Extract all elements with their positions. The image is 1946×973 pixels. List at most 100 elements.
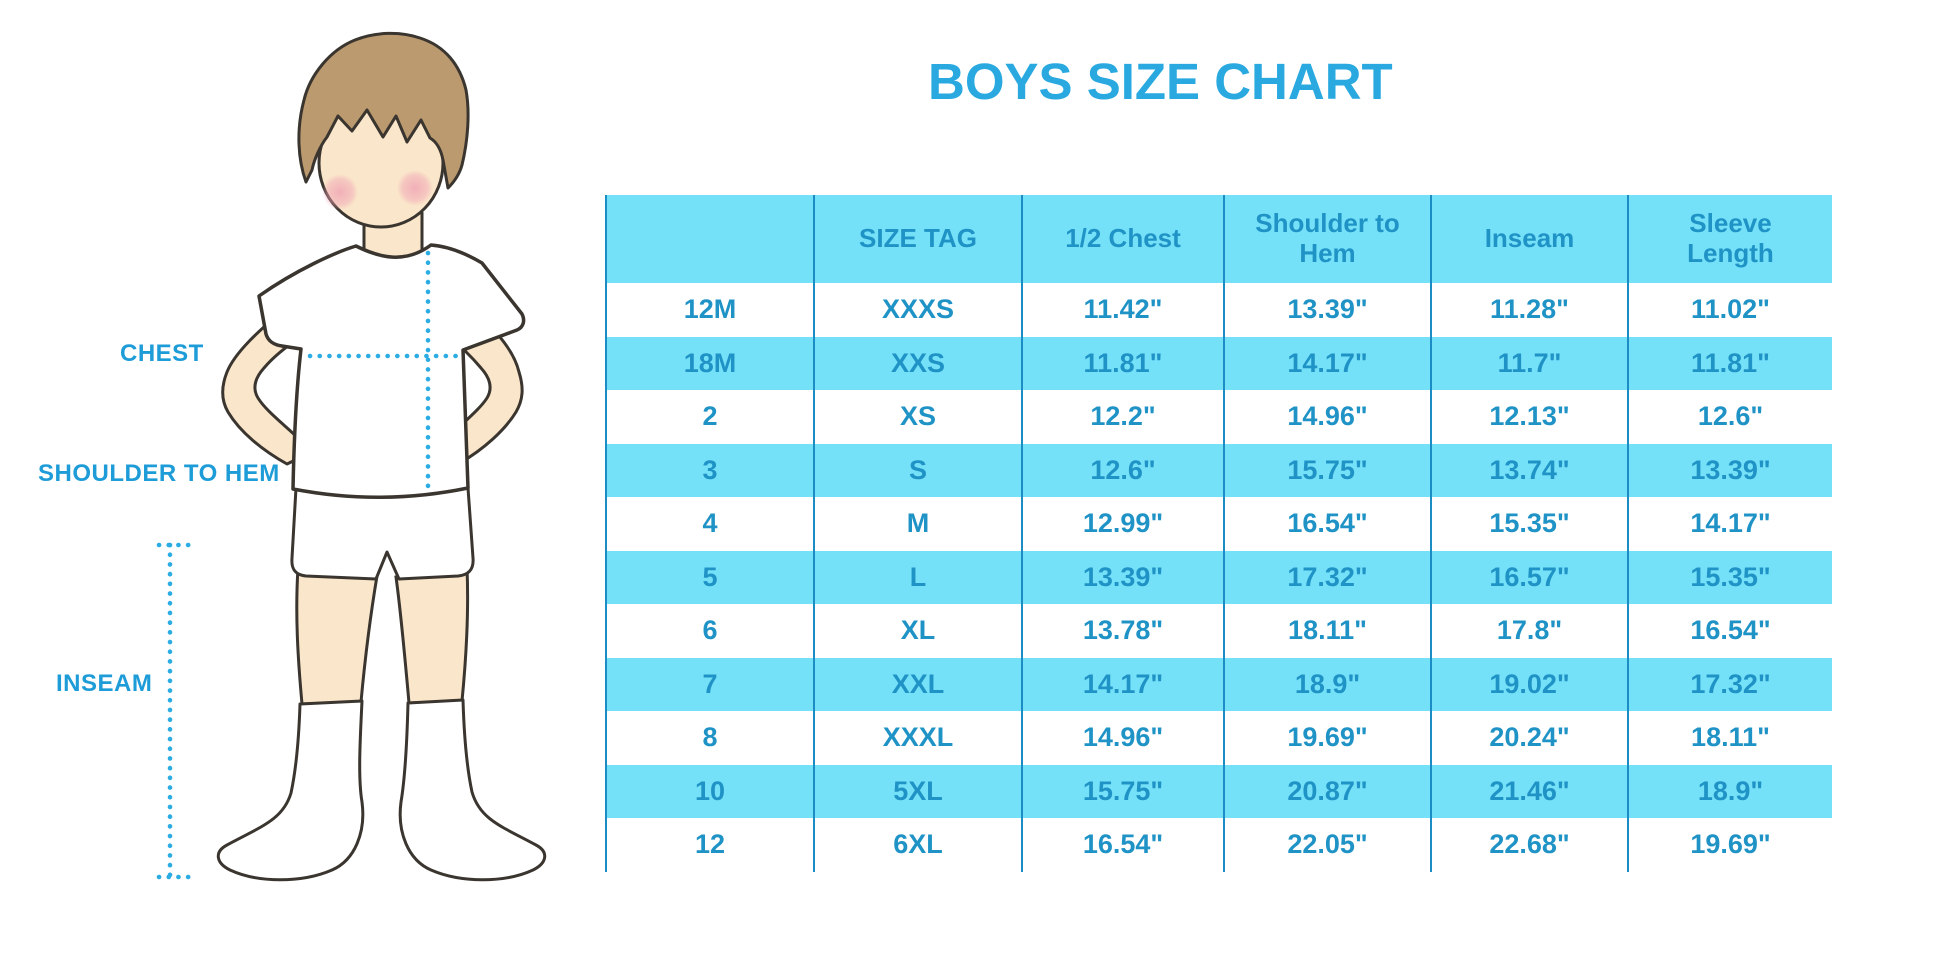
table-cell: 17.8" xyxy=(1430,604,1627,658)
table-cell: 11.42" xyxy=(1021,283,1223,337)
table-cell: 12M xyxy=(605,283,813,337)
table-cell: 18.9" xyxy=(1627,764,1832,818)
hair-shape xyxy=(297,31,470,190)
table-cell: 15.75" xyxy=(1021,764,1223,818)
table-cell: 18.11" xyxy=(1627,711,1832,765)
table-cell: 20.87" xyxy=(1223,764,1430,818)
table-cell: 18.11" xyxy=(1223,604,1430,658)
right-sock-shape xyxy=(398,698,547,882)
table-cell: 11.81" xyxy=(1627,336,1832,390)
shorts-shape xyxy=(290,486,475,581)
table-cell: 13.78" xyxy=(1021,604,1223,658)
table-cell: XS xyxy=(813,390,1021,444)
table-cell: 13.74" xyxy=(1430,443,1627,497)
right-leg-shape xyxy=(394,566,470,705)
table-cell: 5XL xyxy=(813,764,1021,818)
column-header: 1/2 Chest xyxy=(1021,195,1223,283)
table-row: 2 XS 12.2" 14.96" 12.13" 12.6" xyxy=(605,390,1832,444)
left-sock-shape xyxy=(216,699,365,882)
table-cell: 13.39" xyxy=(1021,550,1223,604)
table-cell: XXL xyxy=(813,657,1021,711)
table-cell: XXXL xyxy=(813,711,1021,765)
table-cell: 16.57" xyxy=(1430,550,1627,604)
column-header xyxy=(605,195,813,283)
table-cell: 14.96" xyxy=(1223,390,1430,444)
column-header: Sleeve Length xyxy=(1627,195,1832,283)
table-cell: 18.9" xyxy=(1223,657,1430,711)
table-cell: S xyxy=(813,443,1021,497)
table-row: 8 XXXL 14.96" 19.69" 20.24" 18.11" xyxy=(605,711,1832,765)
table-cell: 14.17" xyxy=(1223,336,1430,390)
inseam-label: INSEAM xyxy=(56,670,153,697)
table-cell: 11.7" xyxy=(1430,336,1627,390)
table-cell: M xyxy=(813,497,1021,551)
size-table: SIZE TAG 1/2 Chest Shoulder to Hem Inseam Sl… xyxy=(605,195,1832,872)
table-cell: 19.69" xyxy=(1627,818,1832,872)
shoulder-to-hem-label: SHOULDER TO HEM xyxy=(38,460,280,487)
column-header: Inseam xyxy=(1430,195,1627,283)
left-arm-shape xyxy=(221,308,314,466)
table-cell: 17.32" xyxy=(1223,550,1430,604)
table-cell: 6XL xyxy=(813,818,1021,872)
table-row: 7 XXL 14.17" 18.9" 19.02" 17.32" xyxy=(605,657,1832,711)
table-row: 12 6XL 16.54" 22.05" 22.68" 19.69" xyxy=(605,818,1832,872)
table-row: 3 S 12.6" 15.75" 13.74" 13.39" xyxy=(605,443,1832,497)
table-cell: 11.28" xyxy=(1430,283,1627,337)
table-cell: 13.39" xyxy=(1223,283,1430,337)
table-cell: 13.39" xyxy=(1627,443,1832,497)
table-row: 12M XXXS 11.42" 13.39" 11.28" 11.02" xyxy=(605,283,1832,337)
column-header: Shoulder to Hem xyxy=(1223,195,1430,283)
table-cell: 16.54" xyxy=(1021,818,1223,872)
table-row: 5 L 13.39" 17.32" 16.57" 15.35" xyxy=(605,550,1832,604)
size-table-body: 12M XXXS 11.42" 13.39" 11.28" 11.02" 18M XXS 11.… xyxy=(605,283,1832,872)
table-cell: 8 xyxy=(605,711,813,765)
boy-illustration xyxy=(156,31,547,882)
table-cell: 14.17" xyxy=(1021,657,1223,711)
table-cell: 19.69" xyxy=(1223,711,1430,765)
table-cell: 12.2" xyxy=(1021,390,1223,444)
table-cell: L xyxy=(813,550,1021,604)
table-cell: 16.54" xyxy=(1223,497,1430,551)
page-title: BOYS SIZE CHART xyxy=(928,53,1393,110)
table-cell: 12.13" xyxy=(1430,390,1627,444)
table-cell: 15.35" xyxy=(1627,550,1832,604)
chest-label: CHEST xyxy=(120,340,204,367)
table-cell: 4 xyxy=(605,497,813,551)
table-cell: 2 xyxy=(605,390,813,444)
table-cell: 15.75" xyxy=(1223,443,1430,497)
table-cell: 20.24" xyxy=(1430,711,1627,765)
table-row: 10 5XL 15.75" 20.87" 21.46" 18.9" xyxy=(605,764,1832,818)
table-cell: 16.54" xyxy=(1627,604,1832,658)
table-cell: 12.6" xyxy=(1021,443,1223,497)
size-table-header-row: SIZE TAG 1/2 Chest Shoulder to Hem Inseam Sl… xyxy=(605,195,1832,283)
table-cell: XL xyxy=(813,604,1021,658)
table-cell: 12.6" xyxy=(1627,390,1832,444)
table-cell: 17.32" xyxy=(1627,657,1832,711)
left-leg-shape xyxy=(295,566,379,706)
table-cell: XXXS xyxy=(813,283,1021,337)
table-cell: 12.99" xyxy=(1021,497,1223,551)
table-row: 4 M 12.99" 16.54" 15.35" 14.17" xyxy=(605,497,1832,551)
table-cell: 12 xyxy=(605,818,813,872)
table-cell: 7 xyxy=(605,657,813,711)
table-cell: 19.02" xyxy=(1430,657,1627,711)
table-cell: XXS xyxy=(813,336,1021,390)
table-cell: 10 xyxy=(605,764,813,818)
right-cheek-blush xyxy=(397,170,433,206)
table-cell: 11.02" xyxy=(1627,283,1832,337)
table-cell: 14.17" xyxy=(1627,497,1832,551)
table-cell: 15.35" xyxy=(1430,497,1627,551)
table-cell: 14.96" xyxy=(1021,711,1223,765)
table-row: 6 XL 13.78" 18.11" 17.8" 16.54" xyxy=(605,604,1832,658)
table-cell: 18M xyxy=(605,336,813,390)
tshirt-shape xyxy=(257,243,526,499)
table-cell: 11.81" xyxy=(1021,336,1223,390)
left-cheek-blush xyxy=(322,174,358,210)
table-cell: 21.46" xyxy=(1430,764,1627,818)
table-cell: 22.05" xyxy=(1223,818,1430,872)
table-cell: 22.68" xyxy=(1430,818,1627,872)
table-cell: 6 xyxy=(605,604,813,658)
table-row: 18M XXS 11.81" 14.17" 11.7" 11.81" xyxy=(605,336,1832,390)
table-cell: 5 xyxy=(605,550,813,604)
